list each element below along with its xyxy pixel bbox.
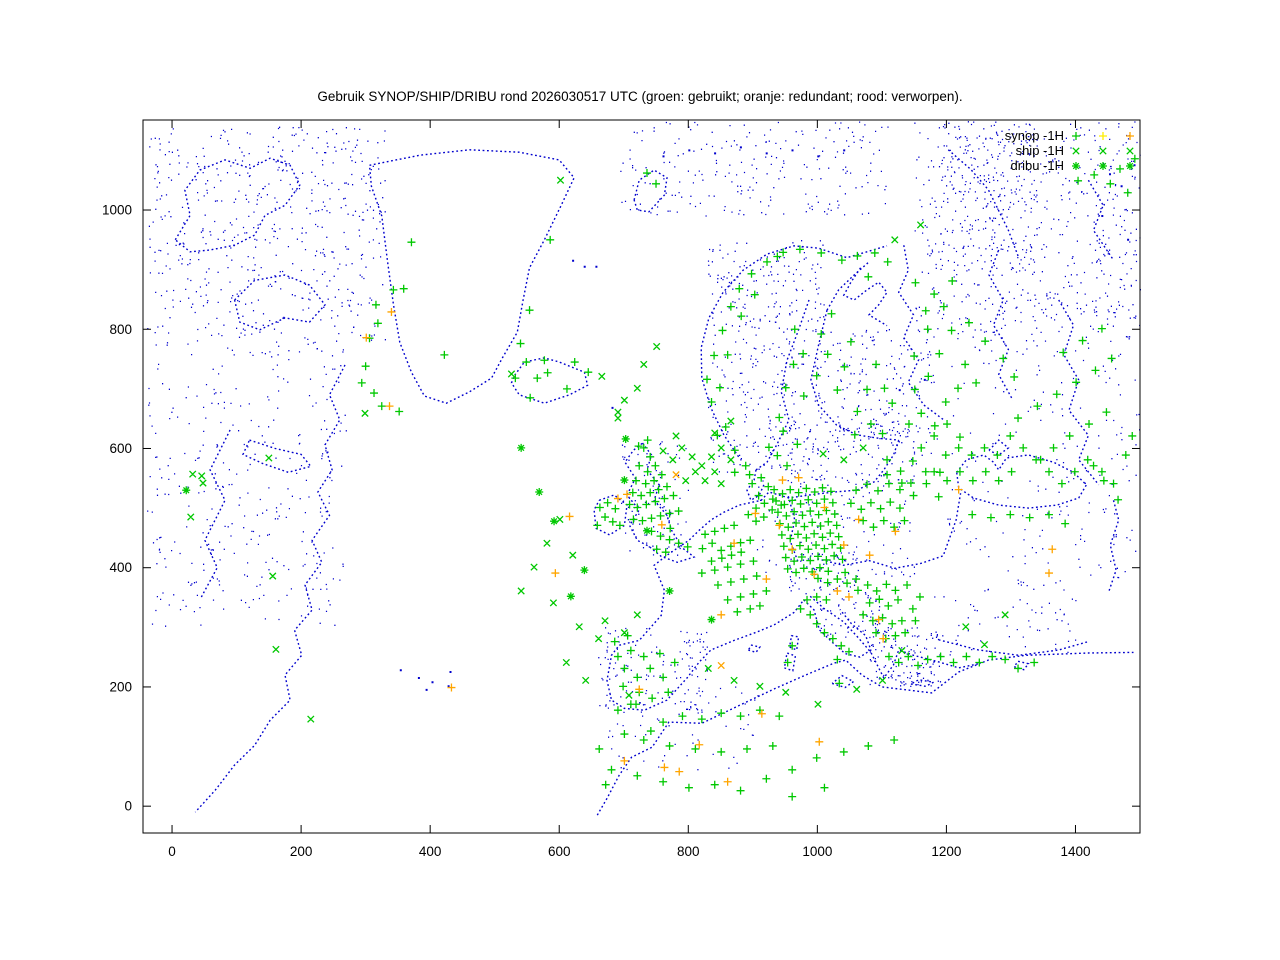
coastline — [803, 599, 872, 658]
coastline — [596, 651, 1134, 816]
y-tick-label: 1000 — [102, 203, 132, 218]
legend-plus-sample — [1099, 132, 1107, 140]
x-tick-label: 1200 — [931, 844, 961, 859]
coastline — [947, 149, 1020, 258]
coastline — [1013, 660, 1030, 671]
series-ship-redundant — [672, 471, 725, 670]
legend-star-sample — [1126, 162, 1134, 170]
coastline — [897, 245, 945, 421]
legend-cross-sample — [1126, 147, 1134, 155]
island-dots — [399, 146, 1136, 691]
coastline — [842, 267, 888, 327]
coastline — [956, 454, 1088, 509]
series-ship-used — [187, 176, 1009, 723]
x-tick-label: 1400 — [1060, 844, 1090, 859]
coastline — [633, 169, 668, 213]
coastline — [593, 494, 628, 536]
y-tick-label: 800 — [109, 322, 132, 337]
coastline — [831, 674, 855, 689]
coastline — [755, 299, 810, 471]
y-tick-label: 600 — [109, 441, 132, 456]
x-tick-label: 400 — [419, 844, 442, 859]
legend-cross-sample — [1099, 147, 1107, 155]
y-tick-label: 200 — [109, 679, 132, 694]
coastline — [746, 469, 766, 502]
legend-label: dribu -1H — [1011, 158, 1064, 173]
series-dribu-used — [182, 434, 716, 624]
coastline — [810, 310, 899, 441]
x-tick-label: 0 — [168, 844, 176, 859]
coastline — [233, 274, 326, 331]
legend-cross-sample — [1072, 147, 1080, 155]
plot-title: Gebruik SYNOP/SHIP/DRIBU rond 2026030517… — [317, 89, 963, 104]
coastline — [910, 679, 936, 688]
coastline — [783, 652, 797, 672]
coastline — [606, 439, 900, 711]
x-tick-label: 800 — [677, 844, 700, 859]
coastline — [1087, 179, 1115, 261]
coastline — [624, 442, 696, 564]
x-tick-label: 200 — [290, 844, 313, 859]
x-tick-label: 1000 — [802, 844, 832, 859]
coastline — [242, 439, 313, 474]
legend-star-sample — [1099, 162, 1107, 170]
coastline — [809, 595, 979, 680]
coastline — [1058, 299, 1100, 486]
coastline — [788, 634, 800, 651]
coastline — [200, 429, 231, 598]
coastline — [938, 639, 1089, 657]
coastline — [988, 439, 1010, 456]
coastline — [174, 157, 301, 253]
coastline — [817, 493, 962, 570]
series-synop-redundant — [362, 307, 1057, 786]
legend-label: ship -1H — [1016, 143, 1064, 158]
series-synop-used — [357, 154, 1139, 801]
legend-plus-sample — [1072, 132, 1080, 140]
plot-frame — [142, 119, 1141, 834]
x-tick-label: 600 — [548, 844, 571, 859]
coastline — [510, 357, 589, 404]
coastline — [747, 644, 762, 654]
coastline — [787, 496, 799, 563]
coastline — [988, 249, 1014, 401]
coastline — [826, 261, 870, 311]
coastline — [1108, 500, 1120, 592]
coastline — [368, 149, 575, 404]
coastline-speckle — [147, 121, 1141, 771]
legend-star-sample — [1072, 162, 1080, 170]
y-tick-label: 0 — [124, 799, 132, 814]
coastline — [194, 364, 346, 813]
legend-label: synop -1H — [1005, 128, 1064, 143]
y-tick-label: 400 — [109, 560, 132, 575]
legend-plus-sample — [1126, 132, 1134, 140]
